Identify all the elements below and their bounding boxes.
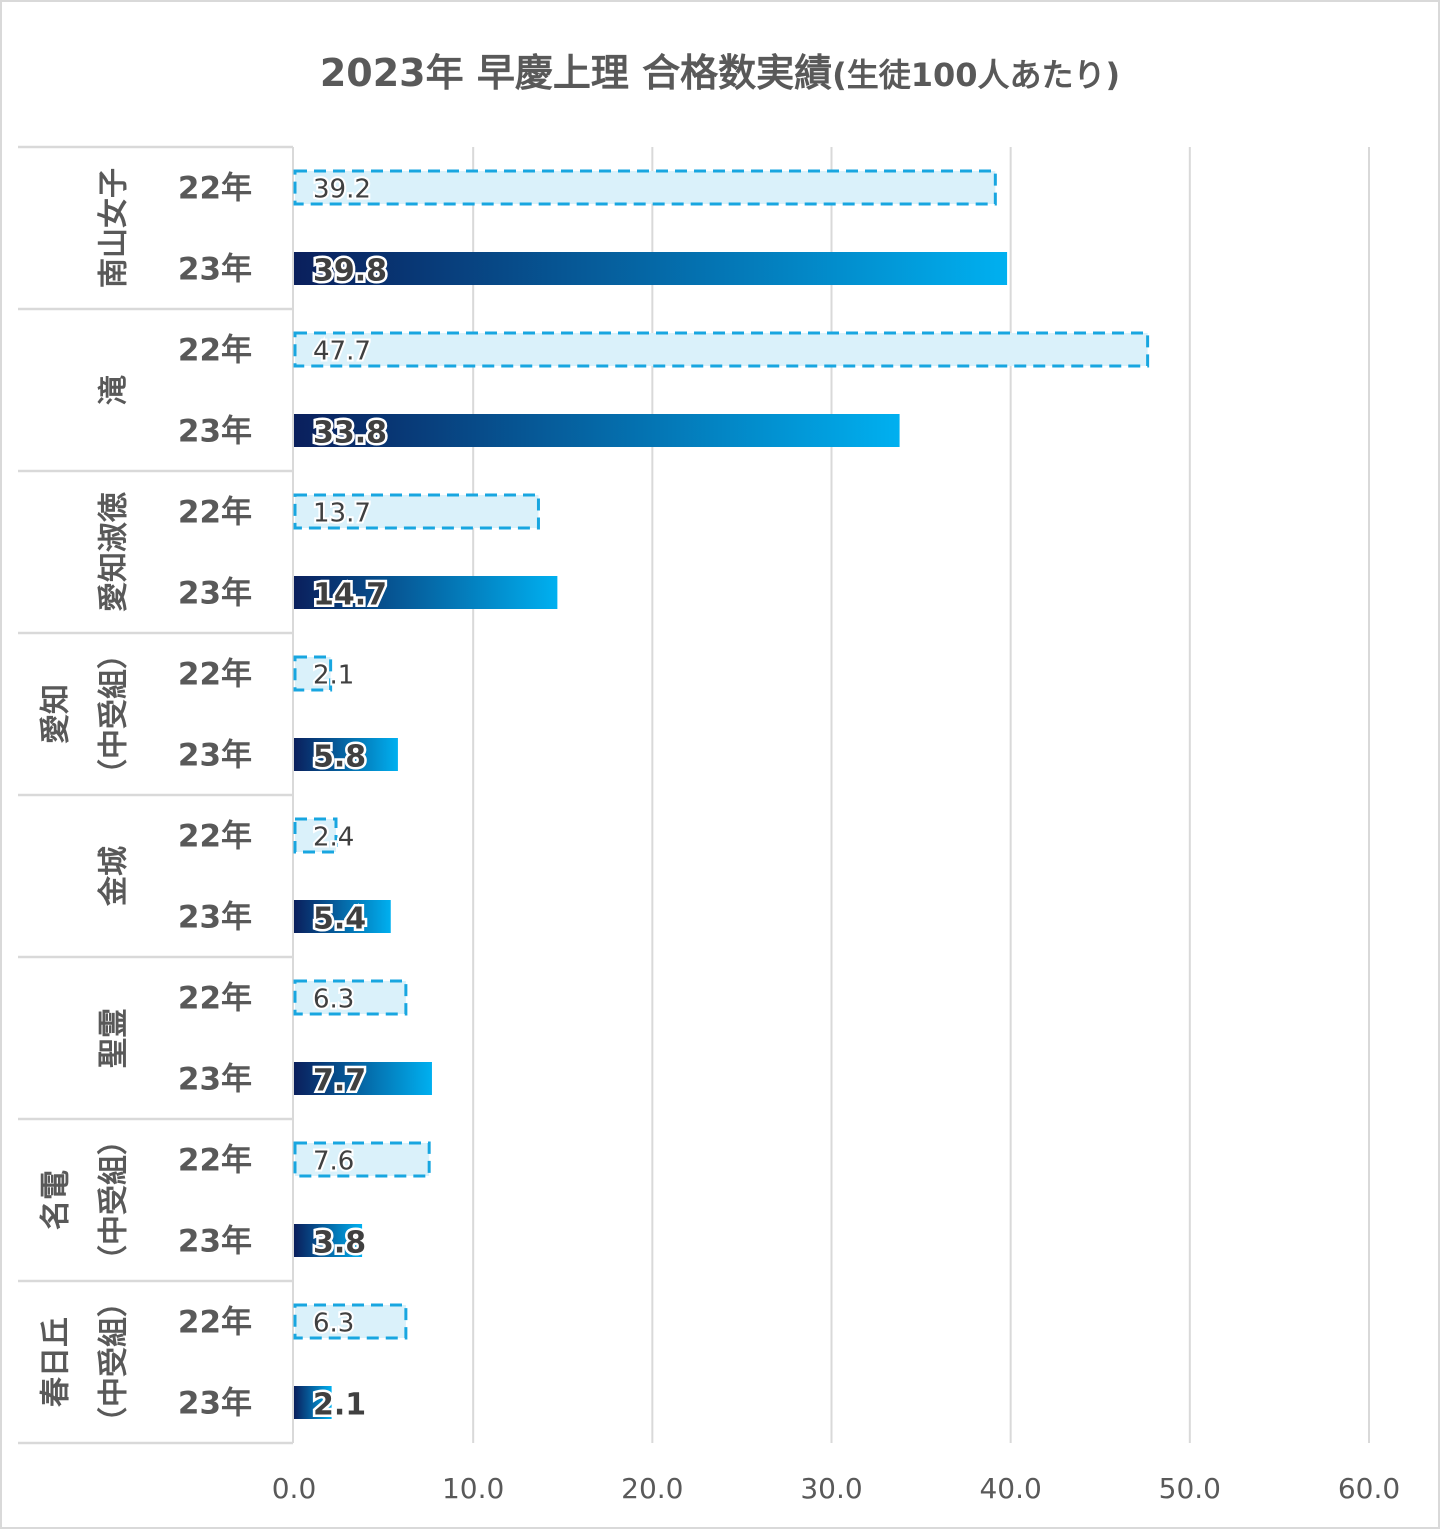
category-label: 愛知 [39,684,74,744]
category-label: 滝 [97,375,132,405]
category-label: （中受組） [97,1287,132,1437]
year-label: 23年 [178,576,252,612]
x-tick-label: 30.0 [800,1472,862,1505]
bar-22 [293,979,408,1016]
category-label: 春日丘 [39,1317,74,1407]
x-tick-label: 50.0 [1159,1472,1221,1505]
category-label: （中受組） [97,1125,132,1275]
bars [293,169,1150,1419]
data-label-23: 7.7 [313,1064,366,1099]
year-label: 22年 [178,1305,252,1341]
bar-23 [294,1224,363,1257]
data-label-23: 5.4 [313,902,366,937]
category-label: （中受組） [97,639,132,789]
year-label: 22年 [178,981,252,1017]
x-tick-label: 0.0 [272,1472,317,1505]
bar-23 [294,414,900,447]
x-tick-label: 20.0 [621,1472,683,1505]
data-labels: 39.2 39.8 47.7 33.8 13.7 14.7 2.1 5.8 2.4 5.4 6.3 7… [311,173,390,1426]
bar-22 [293,493,540,530]
year-label: 23年 [178,738,252,774]
bar-23 [294,1062,432,1095]
category-label: 愛知淑徳 [97,492,132,612]
chart-title: 2023年 早慶上理 合格数実績(生徒100人あたり) [0,42,1440,97]
data-label-22: 2.4 [313,823,354,853]
data-label-22: 39.2 [313,175,371,205]
year-label: 23年 [178,414,252,450]
chart-title-sub: (生徒100人あたり) [832,56,1121,94]
category-label: 名電 [39,1170,74,1230]
year-label: 22年 [178,1143,252,1179]
bar-22 [293,1141,431,1178]
year-label: 23年 [178,252,252,288]
year-label: 23年 [178,900,252,936]
data-label-23: 33.8 [313,416,387,451]
data-label-23: 14.7 [313,578,387,613]
year-label: 23年 [178,1062,252,1098]
bar-22 [293,1303,408,1340]
data-label-23: 5.8 [313,740,366,775]
x-tick-label: 10.0 [442,1472,504,1505]
data-label-23: 39.8 [313,254,387,289]
x-tick-label: 40.0 [979,1472,1041,1505]
bar-22 [293,169,997,206]
year-label: 23年 [178,1386,252,1422]
year-label: 23年 [178,1224,252,1260]
data-label-22: 47.7 [313,337,371,367]
data-label-22: 13.7 [313,499,371,529]
bar-22 [293,817,338,854]
x-tick-label: 60.0 [1338,1472,1400,1505]
x-axis-ticks: 0.0 10.0 20.0 30.0 40.0 50.0 60.0 [272,1472,1400,1505]
bar-22 [293,655,333,692]
bar-23 [294,252,1008,285]
data-label-23: 2.1 [313,1388,366,1423]
year-label: 22年 [178,171,252,207]
year-label: 22年 [178,657,252,693]
bar-23 [294,900,391,933]
category-label: 南山女子 [97,168,132,288]
bar-23 [294,576,558,609]
year-label: 22年 [178,495,252,531]
bar-23 [294,1386,332,1419]
data-label-22: 7.6 [313,1147,354,1177]
chart-title-main: 2023年 早慶上理 合格数実績 [319,51,833,95]
bar-23 [294,738,398,771]
data-label-22: 2.1 [313,661,354,691]
year-label: 22年 [178,819,252,855]
category-label: 聖霊 [97,1008,132,1068]
year-label: 22年 [178,333,252,369]
bar-22 [293,331,1150,368]
category-label: 金城 [97,846,132,907]
data-label-22: 6.3 [313,985,354,1015]
data-label-23: 3.8 [313,1226,366,1261]
data-label-22: 6.3 [313,1309,354,1339]
